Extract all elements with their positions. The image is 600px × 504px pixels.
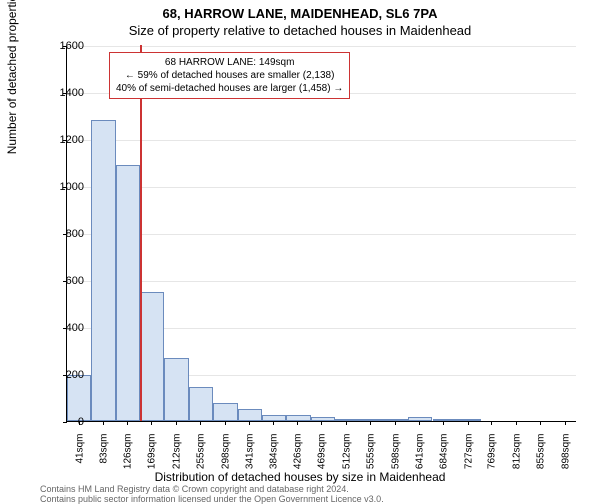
y-tick-label: 600 xyxy=(54,275,84,287)
histogram-bar xyxy=(359,419,383,421)
x-tick-mark xyxy=(151,421,152,425)
chart-title-main: 68, HARROW LANE, MAIDENHEAD, SL6 7PA xyxy=(0,6,600,21)
histogram-bar xyxy=(91,120,115,421)
histogram-bar xyxy=(457,419,481,421)
annotation-box: 68 HARROW LANE: 149sqm ← 59% of detached… xyxy=(109,52,350,99)
x-tick-mark xyxy=(127,421,128,425)
histogram-bar xyxy=(164,358,188,421)
histogram-bar xyxy=(238,409,262,421)
gridline xyxy=(67,234,576,235)
x-tick-mark xyxy=(443,421,444,425)
x-tick-label: 598sqm xyxy=(390,434,401,484)
x-tick-label: 769sqm xyxy=(487,434,498,484)
x-tick-mark xyxy=(103,421,104,425)
x-tick-label: 727sqm xyxy=(463,434,474,484)
plot-area: 68 HARROW LANE: 149sqm ← 59% of detached… xyxy=(66,46,576,422)
x-tick-label: 341sqm xyxy=(244,434,255,484)
histogram-bar xyxy=(384,419,408,421)
highlight-line xyxy=(140,45,142,421)
y-tick-label: 0 xyxy=(54,416,84,428)
gridline xyxy=(67,46,576,47)
y-tick-label: 400 xyxy=(54,322,84,334)
x-tick-mark xyxy=(321,421,322,425)
x-tick-label: 41sqm xyxy=(74,434,85,484)
x-tick-label: 812sqm xyxy=(511,434,522,484)
annotation-line-3: 40% of semi-detached houses are larger (… xyxy=(116,82,343,95)
x-tick-mark xyxy=(468,421,469,425)
x-tick-label: 384sqm xyxy=(269,434,280,484)
annotation-line-2: ← 59% of detached houses are smaller (2,… xyxy=(116,69,343,82)
gridline xyxy=(67,281,576,282)
y-tick-label: 800 xyxy=(54,228,84,240)
x-tick-mark xyxy=(516,421,517,425)
gridline xyxy=(67,140,576,141)
y-tick-label: 200 xyxy=(54,369,84,381)
x-tick-mark xyxy=(249,421,250,425)
x-tick-mark xyxy=(200,421,201,425)
y-axis-label: Number of detached properties xyxy=(5,0,19,154)
x-tick-label: 212sqm xyxy=(171,434,182,484)
x-tick-label: 684sqm xyxy=(439,434,450,484)
x-tick-mark xyxy=(419,421,420,425)
x-tick-label: 641sqm xyxy=(414,434,425,484)
x-tick-label: 898sqm xyxy=(560,434,571,484)
x-tick-label: 126sqm xyxy=(123,434,134,484)
annotation-line-1: 68 HARROW LANE: 149sqm xyxy=(116,56,343,69)
histogram-bar xyxy=(433,419,457,421)
histogram-bar xyxy=(335,419,359,421)
histogram-bar xyxy=(189,387,213,421)
chart-container: 68, HARROW LANE, MAIDENHEAD, SL6 7PA Siz… xyxy=(0,0,600,500)
histogram-bar xyxy=(286,415,310,421)
x-tick-mark xyxy=(370,421,371,425)
chart-title-sub: Size of property relative to detached ho… xyxy=(0,23,600,38)
x-tick-label: 298sqm xyxy=(220,434,231,484)
x-tick-label: 555sqm xyxy=(366,434,377,484)
x-tick-label: 426sqm xyxy=(293,434,304,484)
x-tick-mark xyxy=(273,421,274,425)
histogram-bar xyxy=(311,417,335,421)
x-tick-mark xyxy=(565,421,566,425)
footer-line-2: Contains public sector information licen… xyxy=(40,494,384,504)
x-tick-label: 255sqm xyxy=(196,434,207,484)
x-tick-label: 512sqm xyxy=(341,434,352,484)
x-tick-label: 855sqm xyxy=(536,434,547,484)
histogram-bar xyxy=(67,375,91,421)
histogram-bar xyxy=(140,292,164,421)
x-tick-mark xyxy=(540,421,541,425)
y-tick-label: 1200 xyxy=(54,134,84,146)
gridline xyxy=(67,187,576,188)
histogram-bar xyxy=(116,165,140,421)
x-tick-label: 169sqm xyxy=(147,434,158,484)
x-tick-label: 469sqm xyxy=(317,434,328,484)
histogram-bar xyxy=(213,403,237,421)
footer-line-1: Contains HM Land Registry data © Crown c… xyxy=(40,484,349,494)
x-tick-label: 83sqm xyxy=(98,434,109,484)
x-tick-mark xyxy=(395,421,396,425)
y-tick-label: 1600 xyxy=(54,40,84,52)
y-tick-label: 1000 xyxy=(54,181,84,193)
x-tick-mark xyxy=(491,421,492,425)
x-tick-mark xyxy=(297,421,298,425)
y-tick-label: 1400 xyxy=(54,87,84,99)
x-tick-mark xyxy=(176,421,177,425)
x-tick-mark xyxy=(346,421,347,425)
x-tick-mark xyxy=(225,421,226,425)
histogram-bar xyxy=(408,417,432,421)
